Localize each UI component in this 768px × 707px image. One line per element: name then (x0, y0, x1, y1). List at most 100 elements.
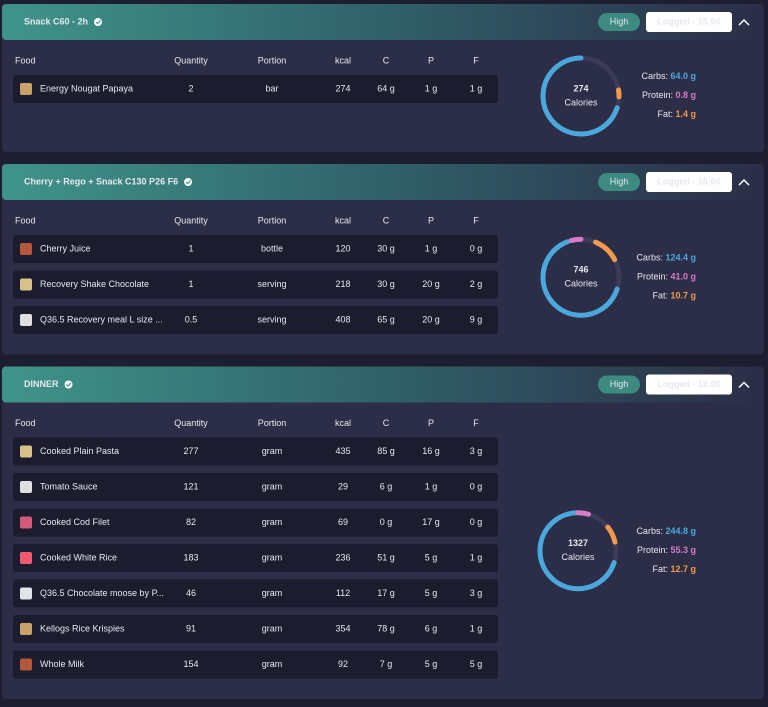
macro-label: Carbs: (641, 71, 668, 81)
macro-label: Fat: (657, 109, 673, 119)
column-header: Quantity (174, 215, 208, 225)
food-cell: 5 g (470, 659, 483, 669)
logged-button[interactable] (646, 12, 732, 32)
logged-button[interactable] (646, 172, 732, 192)
food-row (13, 650, 498, 679)
column-header: Portion (258, 418, 287, 428)
logged-text[interactable]: Logged - 18:00 (657, 176, 721, 186)
meal-title: Snack C60 - 2h (24, 16, 88, 26)
macro-arc (540, 236, 622, 318)
food-name: Q36.5 Recovery meal L size ... (40, 314, 163, 324)
food-cell: 17 g (422, 517, 440, 527)
food-name: Recovery Shake Chocolate (40, 279, 149, 289)
food-cell: 1 (188, 243, 193, 253)
macro-label: Carbs: (636, 253, 663, 263)
column-header: kcal (335, 215, 351, 225)
food-cell: 120 (335, 243, 350, 253)
badge-text: High (610, 176, 629, 186)
macro-arc (537, 510, 619, 592)
logged-text[interactable]: Logged - 15:00 (657, 16, 721, 26)
macro-value: 10.7 g (670, 291, 696, 301)
logged-button[interactable] (646, 374, 732, 395)
food-cell: 2 g (470, 279, 483, 289)
macro-label: Protein: (637, 272, 668, 282)
food-cell: serving (257, 279, 286, 289)
food-cell: 218 (335, 279, 350, 289)
food-icon (20, 445, 32, 458)
food-cell: 1 (188, 279, 193, 289)
badge (598, 173, 640, 191)
calories-label: Calories (564, 279, 598, 289)
food-row (13, 579, 498, 608)
food-icon (20, 587, 32, 600)
food-cell: 154 (183, 659, 198, 669)
macro-line: Carbs: 124.4 g (636, 253, 696, 263)
food-cell: 30 g (377, 243, 395, 253)
food-cell: 64 g (377, 83, 395, 93)
check-icon (64, 380, 73, 389)
column-header: Quantity (174, 418, 208, 428)
column-header: Portion (258, 215, 287, 225)
food-cell: 1 g (470, 623, 483, 633)
food-cell: 29 (338, 481, 348, 491)
food-cell: 1 g (425, 243, 438, 253)
food-name: Cooked Plain Pasta (40, 446, 119, 456)
column-header: F (473, 418, 479, 428)
collapse-chevron[interactable] (738, 18, 750, 26)
food-cell: 65 g (377, 314, 395, 324)
food-cell: 0 g (470, 517, 483, 527)
food-cell: 7 g (380, 659, 393, 669)
food-cell: 121 (183, 481, 198, 491)
macro-label: Fat: (652, 564, 668, 574)
meal-card: Cherry + Rego + Snack C130 P26 F6 High Log… (2, 164, 764, 355)
food-name: Energy Nougat Papaya (40, 83, 133, 93)
logged-text[interactable]: Logged - 19:00 (657, 379, 721, 389)
food-cell: gram (262, 446, 283, 456)
food-icon (20, 658, 32, 671)
food-name: Cherry Juice (40, 243, 91, 253)
food-icon (20, 481, 32, 493)
calories-label: Calories (564, 97, 598, 107)
macro-line: Carbs: 64.0 g (641, 71, 696, 81)
food-cell: 6 g (380, 481, 393, 491)
column-header: kcal (335, 55, 351, 65)
calories-label: Calories (561, 552, 595, 562)
badge (598, 13, 640, 31)
food-cell: serving (257, 314, 286, 324)
column-header: Portion (258, 55, 287, 65)
macro-arc (540, 236, 622, 318)
meal-title: DINNER (24, 379, 59, 389)
food-row (13, 75, 498, 103)
food-cell: 85 g (377, 446, 395, 456)
column-header: C (383, 418, 390, 428)
macro-value: 124.4 g (665, 253, 696, 263)
collapse-chevron[interactable] (738, 381, 750, 389)
check-mark (66, 382, 72, 387)
collapse-chevron[interactable] (738, 178, 750, 186)
food-name: Kellogs Rice Krispies (40, 623, 125, 633)
food-cell: 277 (183, 446, 198, 456)
check-icon (184, 178, 193, 186)
food-cell: 16 g (422, 446, 440, 456)
food-cell: 1 g (470, 83, 483, 93)
food-icon (20, 278, 32, 291)
column-header: Food (15, 215, 36, 225)
food-cell: 435 (335, 446, 350, 456)
macro-line: Carbs: 244.8 g (636, 526, 696, 536)
food-cell: 20 g (422, 279, 440, 289)
food-cell: 112 (336, 588, 350, 598)
macro-label: Carbs: (636, 526, 663, 536)
macro-label: Protein: (637, 545, 668, 555)
food-cell: bar (265, 83, 278, 93)
food-row (13, 544, 498, 572)
calories-value: 274 (573, 83, 588, 93)
food-name: Q36.5 Chocolate moose by P... (40, 588, 164, 598)
food-cell: 5 g (425, 659, 438, 669)
column-header: kcal (335, 418, 351, 428)
column-header: C (383, 55, 390, 65)
food-cell: 78 g (377, 623, 395, 633)
food-row (13, 508, 498, 537)
food-icon (20, 314, 32, 326)
macro-arc (540, 55, 622, 137)
food-cell: 46 (186, 588, 196, 598)
